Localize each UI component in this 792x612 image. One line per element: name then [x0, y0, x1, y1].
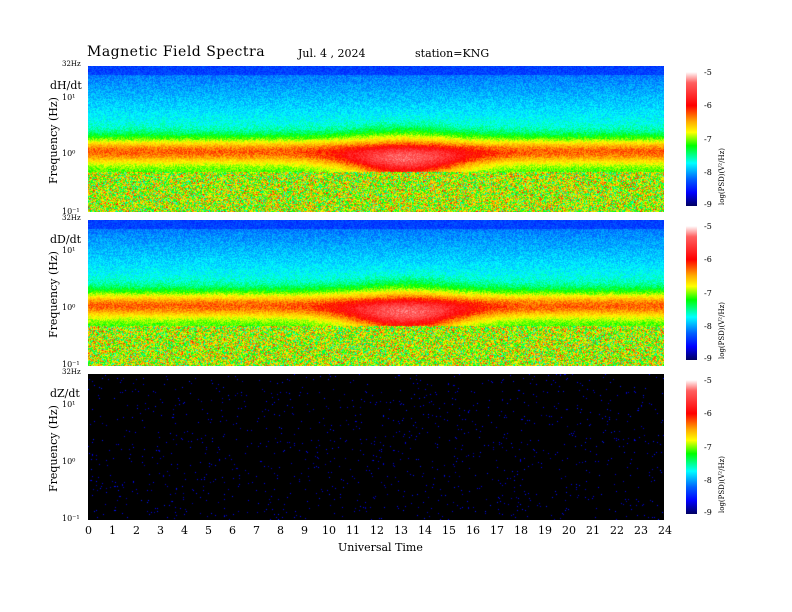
x-tick-5: 5	[205, 524, 212, 537]
x-tick-22: 22	[610, 524, 624, 537]
cb2-label: log(PSD)(V²/Hz)	[718, 302, 726, 359]
panel-label-dz: dZ/dt	[50, 387, 80, 400]
x-tick-14: 14	[418, 524, 432, 537]
cb2-tick-0: -5	[704, 222, 712, 231]
ytick-1-top: 10¹	[62, 93, 76, 102]
x-tick-7: 7	[253, 524, 260, 537]
x-tick-8: 8	[277, 524, 284, 537]
x-tick-23: 23	[634, 524, 648, 537]
colorbar-2	[686, 226, 697, 360]
cb2-tick-4: -9	[704, 354, 712, 363]
ytick-2-mid: 10⁰	[62, 303, 76, 312]
x-tick-4: 4	[181, 524, 188, 537]
x-tick-18: 18	[514, 524, 528, 537]
spectrogram-dh	[88, 66, 664, 212]
x-tick-11: 11	[346, 524, 360, 537]
ytick-3-bot: 10⁻¹	[62, 514, 80, 523]
x-tick-3: 3	[157, 524, 164, 537]
panel-label-dd: dD/dt	[50, 233, 82, 246]
cb3-tick-2: -7	[704, 443, 712, 452]
x-tick-16: 16	[466, 524, 480, 537]
x-tick-15: 15	[442, 524, 456, 537]
cb1-tick-4: -9	[704, 200, 712, 209]
cb1-tick-0: -5	[704, 68, 712, 77]
ytick-2-top: 10¹	[62, 246, 76, 255]
cb3-tick-4: -9	[704, 508, 712, 517]
x-tick-10: 10	[322, 524, 336, 537]
x-tick-2: 2	[133, 524, 140, 537]
x-tick-17: 17	[490, 524, 504, 537]
ytick-3-mid: 10⁰	[62, 457, 76, 466]
ytick-1-mid: 10⁰	[62, 149, 76, 158]
cb3-label: log(PSD)(V²/Hz)	[718, 456, 726, 513]
figure-title: Magnetic Field Spectra	[87, 44, 266, 60]
max-freq-label-1: 32Hz	[62, 60, 81, 68]
x-tick-9: 9	[301, 524, 308, 537]
cb1-tick-3: -8	[704, 168, 712, 177]
cb3-tick-1: -6	[704, 409, 712, 418]
x-tick-0: 0	[85, 524, 92, 537]
cb3-tick-0: -5	[704, 376, 712, 385]
ytick-3-top: 10¹	[62, 400, 76, 409]
ylabel-1: Frequency (Hz)	[47, 97, 60, 184]
cb1-tick-1: -6	[704, 101, 712, 110]
x-tick-19: 19	[538, 524, 552, 537]
ytick-1-bot: 10⁻¹	[62, 207, 80, 216]
date-label: Jul. 4 , 2024	[298, 47, 366, 60]
x-tick-21: 21	[586, 524, 600, 537]
x-tick-20: 20	[562, 524, 576, 537]
colorbar-3	[686, 380, 697, 514]
station-label: station=KNG	[415, 47, 490, 60]
x-axis-label: Universal Time	[338, 541, 423, 554]
panel-label-dh: dH/dt	[50, 79, 82, 92]
cb1-tick-2: -7	[704, 135, 712, 144]
x-tick-6: 6	[229, 524, 236, 537]
x-tick-24: 24	[658, 524, 672, 537]
spectrogram-dd	[88, 220, 664, 366]
x-tick-13: 13	[394, 524, 408, 537]
ylabel-3: Frequency (Hz)	[47, 405, 60, 492]
cb3-tick-3: -8	[704, 476, 712, 485]
max-freq-label-2: 32Hz	[62, 214, 81, 222]
ytick-2-bot: 10⁻¹	[62, 360, 80, 369]
max-freq-label-3: 32Hz	[62, 368, 81, 376]
x-tick-1: 1	[109, 524, 116, 537]
cb2-tick-3: -8	[704, 322, 712, 331]
cb2-tick-1: -6	[704, 255, 712, 264]
cb2-tick-2: -7	[704, 289, 712, 298]
x-tick-12: 12	[370, 524, 384, 537]
spectrogram-dz	[88, 374, 664, 520]
cb1-label: log(PSD)(V²/Hz)	[718, 148, 726, 205]
ylabel-2: Frequency (Hz)	[47, 251, 60, 338]
colorbar-1	[686, 72, 697, 206]
